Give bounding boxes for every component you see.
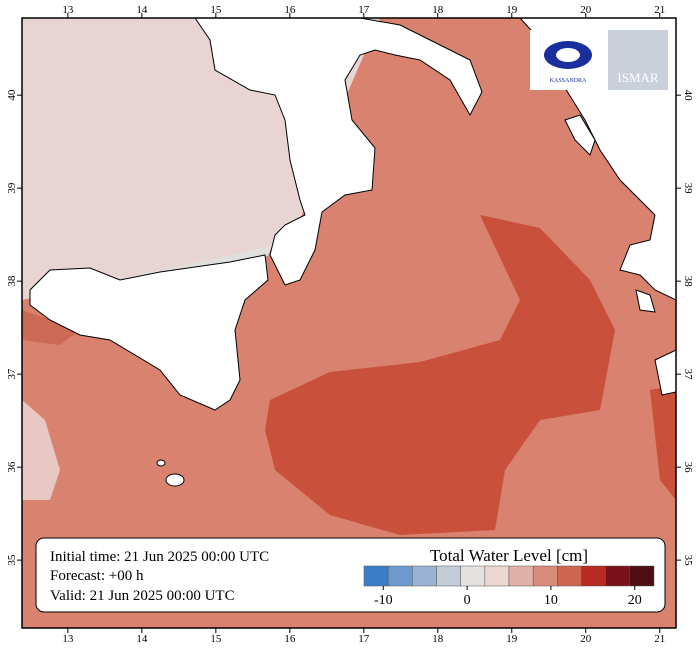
lon-label: 15 (210, 633, 222, 645)
logo-text: KASSANDRA (550, 78, 587, 84)
lon-label: 13 (62, 633, 74, 645)
lon-label: 20 (580, 4, 592, 16)
lat-label: 37 (682, 369, 694, 381)
island (635, 289, 656, 313)
colorbar-swatch (629, 565, 655, 587)
info-forecast: Forecast: +00 h (50, 568, 144, 584)
colorbar-swatch (532, 565, 558, 587)
lat-label: 40 (682, 90, 694, 102)
island (564, 114, 596, 156)
lon-label: 17 (358, 633, 370, 645)
lon-label: 16 (284, 633, 296, 645)
lon-label: 19 (506, 4, 518, 16)
lat-label: 36 (6, 461, 18, 473)
sea-light (22, 400, 60, 500)
sea-dark (650, 385, 676, 500)
lat-label: 39 (6, 182, 18, 194)
sea-grey (135, 246, 272, 275)
lat-label: 38 (6, 275, 18, 287)
colorbar-swatch (508, 565, 534, 587)
lon-label: 20 (580, 633, 592, 645)
lon-label: 13 (62, 4, 74, 16)
lon-label: 21 (654, 4, 665, 16)
sea-dark (265, 215, 615, 535)
logo-mark (556, 48, 580, 62)
logo-text: ISMAR (617, 70, 659, 85)
info-valid: Valid: 21 Jun 2025 00:00 UTC (50, 588, 235, 604)
info-initial: Initial time: 21 Jun 2025 00:00 UTC (50, 549, 269, 565)
colorbar-label: 10 (544, 593, 558, 608)
colorbar-title: Total Water Level [cm] (430, 546, 588, 565)
italy (194, 17, 483, 286)
colorbar-label: 0 (464, 593, 471, 608)
lon-label: 16 (284, 4, 296, 16)
lat-label: 35 (682, 555, 694, 567)
sea-zone (22, 310, 80, 345)
colorbar-swatch (412, 565, 437, 587)
lat-label: 37 (6, 368, 18, 380)
colorbar-swatch (484, 565, 510, 587)
colorbar-swatch (605, 565, 631, 587)
lat-label: 36 (682, 462, 694, 474)
lon-label: 21 (654, 633, 665, 645)
lon-label: 18 (432, 4, 444, 16)
lon-label: 14 (136, 4, 148, 16)
lat-label: 39 (682, 183, 694, 195)
lon-label: 17 (358, 4, 370, 16)
malta (165, 473, 185, 487)
gozo (156, 459, 166, 467)
lon-label: 18 (432, 633, 444, 645)
sicily (29, 254, 269, 411)
lon-label: 14 (136, 633, 148, 645)
colorbar-swatch (581, 565, 606, 587)
lat-label: 35 (6, 554, 18, 566)
colorbar-swatch (363, 565, 389, 587)
lat-label: 40 (6, 89, 18, 101)
colorbar-label: 20 (628, 593, 642, 608)
lon-label: 19 (506, 633, 518, 645)
lon-label: 15 (210, 4, 222, 16)
colorbar-swatch (460, 565, 486, 587)
colorbar-swatch (436, 565, 461, 587)
lat-label: 38 (682, 276, 694, 288)
frame (21, 17, 677, 629)
colorbar-swatch (387, 565, 413, 587)
colorbar-swatch (557, 565, 582, 587)
logo-box (608, 30, 668, 90)
info-box (35, 537, 666, 613)
colorbar-label: -10 (374, 593, 393, 608)
